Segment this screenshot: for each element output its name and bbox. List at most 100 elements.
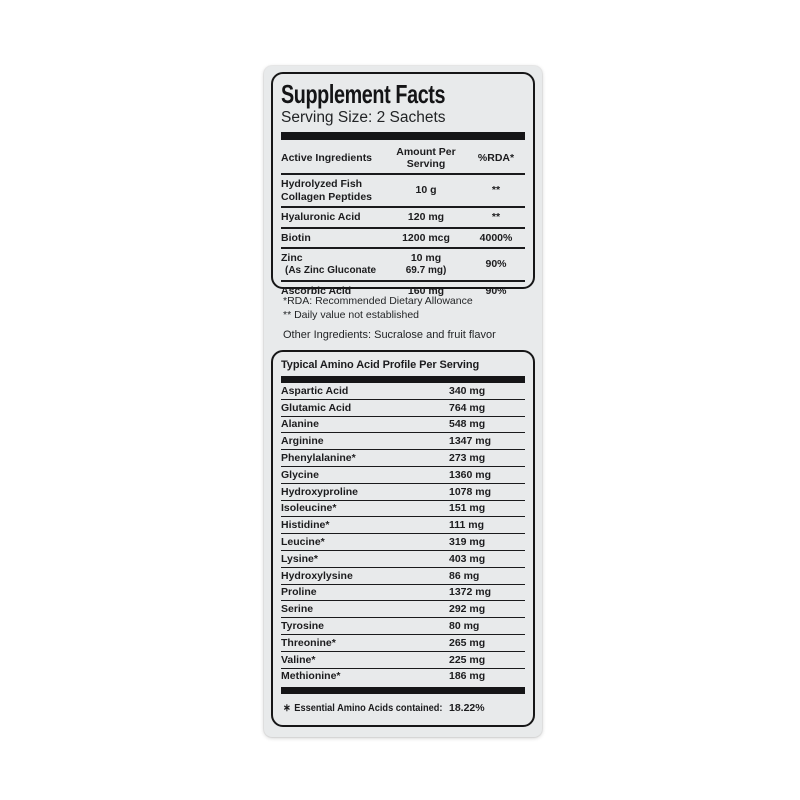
amino-name: Threonine* <box>281 636 336 649</box>
supplement-facts-box: Supplement Facts Serving Size: 2 Sachets… <box>271 72 535 297</box>
active-table-header: Active Ingredients Amount Per Serving %R… <box>281 143 525 175</box>
amino-row: Aspartic Acid 340 mg <box>281 383 525 400</box>
amino-row: Tyrosine 80 mg <box>281 618 525 635</box>
essential-amino-value: 18.22% <box>449 702 485 715</box>
active-ingredient-row: Biotin 1200 mcg 4000% <box>281 229 525 249</box>
amino-name: Valine* <box>281 653 316 666</box>
amino-row: Leucine* 319 mg <box>281 534 525 551</box>
amino-row: Arginine 1347 mg <box>281 433 525 451</box>
ingredient-amount-main: 10 mg <box>410 252 442 264</box>
ingredient-rda: 90% <box>485 285 507 297</box>
amino-name: Proline <box>281 586 317 599</box>
ingredient-rda: ** <box>491 211 501 223</box>
amino-row: Proline 1372 mg <box>281 585 525 602</box>
amino-rows: Aspartic Acid 340 mg Glutamic Acid 764 m… <box>281 383 525 684</box>
ingredient-name: Biotin <box>281 231 311 244</box>
active-ingredient-row: Hydrolyzed Fish Collagen Peptides 10 g *… <box>281 175 525 208</box>
amino-row: Valine* 225 mg <box>281 652 525 669</box>
amino-acid-box: Typical Amino Acid Profile Per Serving A… <box>271 350 535 727</box>
ingredient-name: Zinc (As Zinc Gluconate <box>281 252 385 277</box>
column-header-ingredients: Active Ingredients <box>281 152 373 164</box>
ingredient-rda: 90% <box>485 258 507 271</box>
amino-row: Lysine* 403 mg <box>281 551 525 568</box>
separator-bar <box>281 687 525 695</box>
amino-row: Alanine 548 mg <box>281 417 525 434</box>
other-ingredients: Other Ingredients: Sucralose and fruit f… <box>283 329 496 341</box>
amino-amount: 319 mg <box>449 536 486 549</box>
column-header-amount: Amount Per Serving <box>396 146 456 170</box>
amino-name: Phenylalanine* <box>281 452 356 465</box>
amino-amount: 1372 mg <box>449 586 492 599</box>
amino-amount: 186 mg <box>449 670 486 683</box>
amino-row: Hydroxylysine 86 mg <box>281 568 525 585</box>
amino-name: Glutamic Acid <box>281 401 352 414</box>
amino-amount: 111 mg <box>449 519 485 532</box>
amino-row: Serine 292 mg <box>281 601 525 619</box>
amino-row: Histidine* 111 mg <box>281 517 525 535</box>
amino-row: Hydroxyproline 1078 mg <box>281 484 525 501</box>
amino-amount: 265 mg <box>449 636 486 649</box>
amino-amount: 1360 mg <box>449 468 492 481</box>
amino-amount: 80 mg <box>449 620 480 633</box>
amino-amount: 340 mg <box>449 384 486 397</box>
ingredient-name: Ascorbic Acid <box>281 285 352 297</box>
column-header-rda: %RDA* <box>477 152 515 164</box>
amino-name: Isoleucine* <box>281 502 337 515</box>
amino-amount: 225 mg <box>449 653 486 666</box>
amino-name: Leucine* <box>281 536 325 549</box>
ingredient-name-sub: (As Zinc Gluconate <box>285 264 377 276</box>
rda-footnote: *RDA: Recommended Dietary Allowance <box>283 295 473 307</box>
essential-amino-label: Essential Amino Acids contained: <box>294 702 443 715</box>
amino-table-title: Typical Amino Acid Profile Per Serving <box>281 359 480 371</box>
amino-name: Glycine <box>281 468 319 481</box>
panel-title-text: Supplement Facts <box>281 79 446 109</box>
amino-name: Aspartic Acid <box>281 384 349 397</box>
amino-name: Methionine* <box>281 670 341 683</box>
amino-row: Phenylalanine* 273 mg <box>281 450 525 467</box>
ingredient-name-main: Zinc <box>281 252 303 264</box>
amino-row: Isoleucine* 151 mg <box>281 501 525 518</box>
ingredient-amount-sub: 69.7 mg) <box>405 264 447 276</box>
ingredient-name: Hydrolyzed Fish Collagen Peptides <box>281 178 373 203</box>
amino-row: Methionine* 186 mg <box>281 669 525 685</box>
daily-value-footnote: ** Daily value not established <box>283 308 419 321</box>
amino-amount: 1078 mg <box>449 485 492 498</box>
amino-row: Threonine* 265 mg <box>281 635 525 652</box>
amino-name: Hydroxylysine <box>281 569 353 582</box>
amino-name: Hydroxyproline <box>281 485 359 498</box>
amino-name: Alanine <box>281 418 319 431</box>
amino-name: Arginine <box>281 435 324 448</box>
amino-amount: 86 mg <box>449 569 480 582</box>
supplement-label-card: Supplement Facts Serving Size: 2 Sachets… <box>264 66 542 737</box>
ingredient-rda: ** <box>491 184 501 197</box>
ingredient-amount: 10 mg 69.7 mg) <box>385 252 467 277</box>
amino-amount: 292 mg <box>449 603 486 616</box>
ingredient-amount: 120 mg <box>407 211 445 223</box>
panel-title: Supplement Facts <box>281 79 525 108</box>
ingredient-amount: 10 g <box>415 184 437 197</box>
ingredient-amount: 160 mg <box>407 285 445 297</box>
amino-amount: 403 mg <box>449 552 486 565</box>
amino-row: Glutamic Acid 764 mg <box>281 400 525 417</box>
amino-name: Tyrosine <box>281 620 324 633</box>
amino-row: Glycine 1360 mg <box>281 467 525 484</box>
amino-amount: 548 mg <box>449 418 486 431</box>
footnotes: *RDA: Recommended Dietary Allowance ** D… <box>283 295 496 343</box>
active-ingredient-row: Zinc (As Zinc Gluconate 10 mg 69.7 mg) 9… <box>281 249 525 282</box>
serving-size: Serving Size: 2 Sachets <box>281 109 446 126</box>
ingredient-rda: 4000% <box>479 231 513 244</box>
separator-bar <box>281 132 525 140</box>
ingredient-amount: 1200 mcg <box>402 231 450 244</box>
amino-amount: 273 mg <box>449 452 486 465</box>
active-ingredient-row: Ascorbic Acid 160 mg 90% <box>281 282 525 301</box>
separator-bar <box>281 376 525 383</box>
amino-name: Serine <box>281 603 314 616</box>
asterisk-bullet: ∗ <box>283 702 291 715</box>
amino-name: Histidine* <box>281 519 330 532</box>
amino-amount: 151 mg <box>449 502 486 515</box>
ingredient-name: Hyaluronic Acid <box>281 211 361 223</box>
essential-amino-note: ∗ Essential Amino Acids contained: 18.22% <box>281 694 525 718</box>
amino-amount: 1347 mg <box>449 435 492 448</box>
amino-name: Lysine* <box>281 552 318 565</box>
